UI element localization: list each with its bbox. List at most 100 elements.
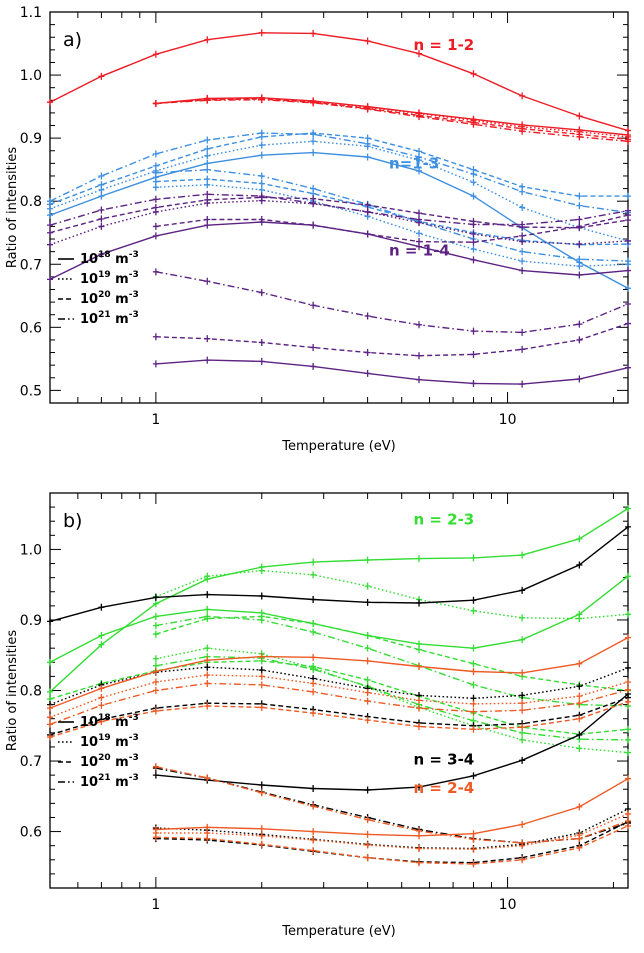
data-point-marker (576, 535, 583, 543)
data-point-marker (416, 209, 423, 217)
data-point-marker (470, 245, 477, 253)
data-point-marker (364, 854, 371, 862)
series-path (155, 214, 629, 243)
data-point-marker (152, 763, 159, 771)
data-point-marker (625, 610, 631, 618)
data-point-marker (625, 736, 631, 744)
data-point-marker (519, 345, 526, 353)
data-point-marker (98, 250, 105, 258)
legend-label: 1018 m-3 (80, 713, 139, 730)
series-path (49, 151, 629, 289)
data-point-marker (625, 267, 631, 275)
data-point-marker (204, 36, 211, 44)
series-line (47, 193, 631, 237)
x-tick-label: 10 (499, 897, 517, 913)
series-path (49, 507, 629, 693)
data-point-marker (258, 215, 265, 223)
series-line (47, 663, 631, 709)
series-path (49, 674, 629, 718)
series-path (49, 196, 629, 234)
series-path (155, 615, 629, 692)
data-point-marker (576, 692, 583, 700)
data-point-marker (470, 644, 477, 652)
y-tick-label: 0.9 (20, 131, 42, 147)
data-point-marker (416, 646, 423, 654)
data-point-marker (364, 841, 371, 849)
data-point-marker (258, 192, 265, 200)
series-path (49, 526, 629, 623)
series-path (49, 696, 629, 736)
data-point-marker (204, 190, 211, 198)
data-point-marker (470, 681, 477, 689)
series-line (47, 29, 631, 135)
data-point-marker (519, 204, 526, 211)
data-point-marker (625, 810, 631, 818)
series-path (155, 178, 629, 246)
data-point-marker (204, 679, 211, 687)
data-point-marker (625, 725, 631, 733)
series-path (49, 575, 629, 663)
data-point-marker (98, 701, 105, 709)
data-point-marker (364, 556, 371, 564)
data-point-marker (470, 221, 477, 229)
data-point-marker (152, 678, 159, 686)
data-point-marker (416, 113, 423, 121)
data-point-marker (470, 835, 477, 843)
data-point-marker (576, 133, 583, 141)
data-point-marker (576, 320, 583, 328)
y-axis-label: Ratio of intensities (5, 630, 20, 751)
data-point-marker (98, 603, 105, 611)
series-annotation: n = 2-3 (413, 511, 474, 529)
y-tick-label: 0.8 (20, 194, 42, 210)
data-point-marker (47, 197, 53, 205)
data-point-marker (47, 688, 53, 696)
data-point-marker (470, 725, 477, 733)
data-point-marker (98, 684, 105, 692)
data-point-marker (204, 774, 211, 782)
series-line (152, 690, 631, 794)
legend-label-unit-exponent: -3 (129, 733, 139, 743)
data-point-marker (152, 630, 159, 638)
data-point-marker (47, 713, 53, 721)
data-point-marker (204, 656, 211, 664)
data-point-marker (519, 636, 526, 644)
data-point-marker (152, 268, 159, 276)
data-point-marker (470, 660, 477, 668)
data-point-marker (576, 336, 583, 344)
data-point-marker (204, 152, 211, 160)
data-point-marker (152, 667, 159, 675)
data-point-marker (470, 700, 477, 708)
data-point-marker (519, 839, 526, 847)
data-point-marker (310, 785, 317, 793)
legend-label-base: 10 (80, 715, 98, 730)
data-point-marker (416, 696, 423, 704)
series-line (152, 211, 631, 246)
data-point-marker (416, 704, 423, 712)
data-point-marker (152, 833, 159, 841)
data-point-marker (98, 641, 105, 649)
data-point-marker (310, 558, 317, 566)
data-point-marker (310, 301, 317, 309)
data-point-marker (364, 816, 371, 824)
x-axis-label: Temperature (eV) (281, 439, 396, 454)
y-tick-label: 0.6 (20, 320, 42, 336)
data-point-marker (625, 634, 631, 642)
data-point-marker (98, 172, 105, 180)
data-point-marker (519, 691, 526, 699)
series-line (152, 567, 631, 623)
data-point-marker (576, 803, 583, 811)
legend-label-base: 10 (80, 252, 98, 267)
legend-label-unit: m (111, 292, 129, 307)
data-point-marker (470, 860, 477, 868)
data-point-marker (470, 192, 477, 200)
data-point-marker (152, 50, 159, 58)
data-point-marker (416, 50, 423, 58)
series-line (47, 698, 631, 741)
series-path (155, 821, 629, 864)
x-tick-label: 1 (151, 412, 160, 428)
data-point-marker (310, 619, 317, 627)
series-line (152, 356, 631, 388)
data-point-marker (416, 845, 423, 852)
